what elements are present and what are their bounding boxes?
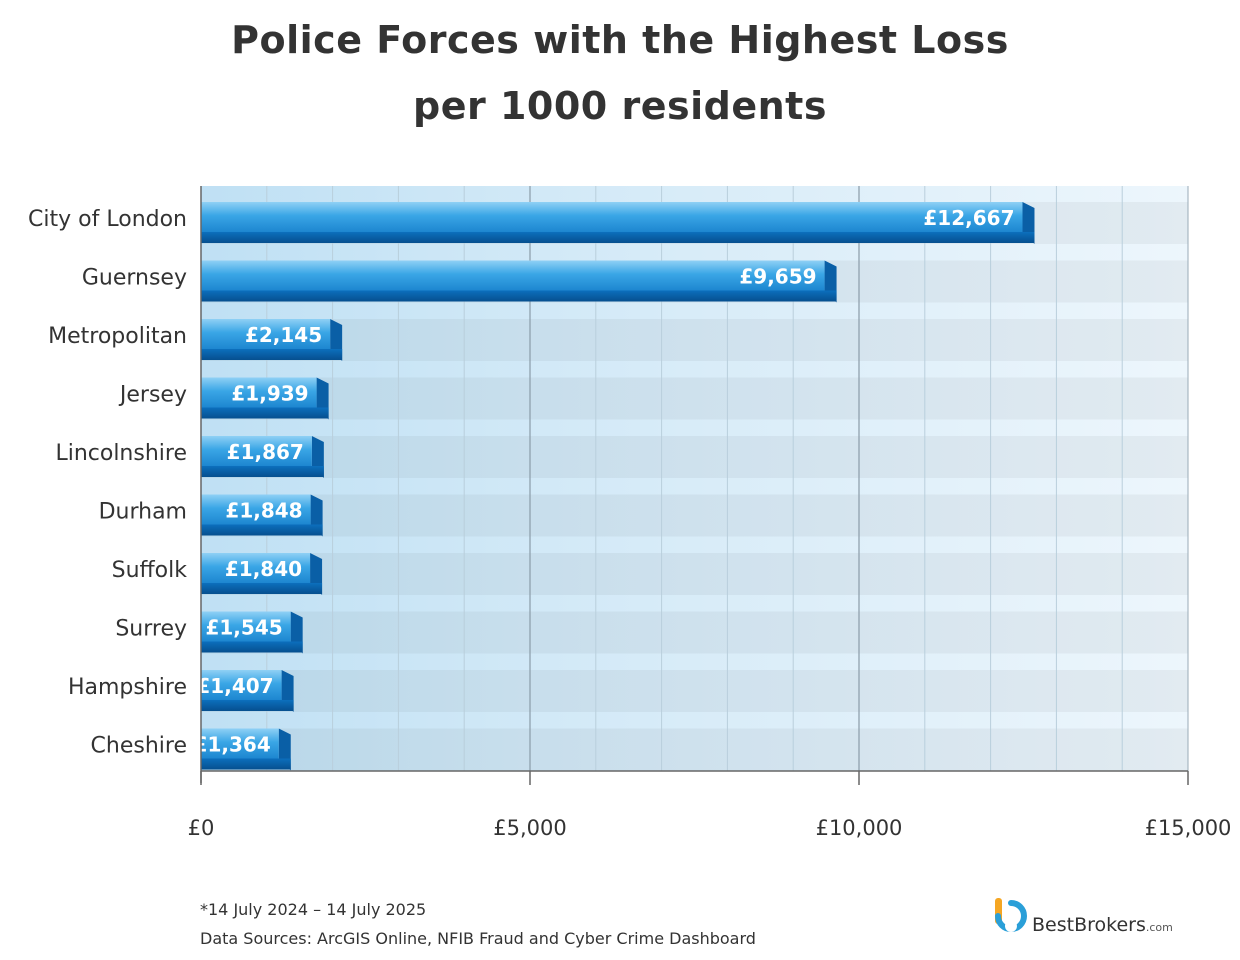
chart-title: Police Forces with the Highest Loss: [231, 18, 1009, 62]
bar-base: [201, 641, 303, 653]
data-label: £12,667: [923, 206, 1014, 230]
category-label: Lincolnshire: [55, 441, 187, 466]
bar: £1,545: [201, 611, 303, 654]
category-label: Suffolk: [112, 558, 188, 583]
bar-face: [201, 728, 279, 759]
data-label: £1,545: [205, 616, 282, 640]
bar: £1,840: [201, 553, 323, 595]
row-band: [201, 494, 1188, 537]
footnote-date-range: *14 July 2024 – 14 July 2025: [200, 900, 427, 919]
row-band: [201, 319, 1188, 361]
bar-face: [201, 319, 331, 349]
bar: £1,939: [201, 377, 329, 420]
category-label: Guernsey: [82, 266, 187, 291]
bar-face: [201, 494, 311, 525]
bar: £2,145: [201, 319, 343, 361]
x-tick-label: £0: [188, 816, 215, 840]
x-tick-label: £15,000: [1145, 816, 1232, 840]
x-tick-label: £5,000: [493, 816, 566, 840]
data-label: £2,145: [245, 323, 322, 347]
bar-base: [201, 290, 837, 302]
row-band: [201, 436, 1188, 478]
bar-face: [201, 377, 317, 408]
x-tick-label: £10,000: [816, 816, 903, 840]
bar-base: [201, 700, 294, 711]
bar-base: [201, 407, 329, 419]
bar-face: [201, 202, 1023, 232]
bar: £1,364: [194, 728, 291, 771]
bar-face: [201, 436, 312, 466]
bar: £9,659: [201, 260, 837, 303]
row-band: [201, 611, 1188, 654]
bar: £1,407: [196, 670, 294, 712]
data-label: £9,659: [739, 265, 816, 289]
logo-suffix: .com: [1145, 921, 1173, 934]
category-label: Hampshire: [68, 675, 187, 700]
bar-face: [201, 670, 282, 700]
bar-base: [201, 232, 1035, 243]
data-label: £1,939: [231, 382, 308, 406]
row-band: [201, 377, 1188, 420]
bar: £12,667: [201, 202, 1035, 244]
category-label: Jersey: [118, 383, 187, 408]
category-label: Cheshire: [91, 734, 187, 759]
bar-face: [201, 611, 291, 642]
row-band: [201, 553, 1188, 595]
row-band: [201, 670, 1188, 712]
data-label: £1,867: [227, 440, 304, 464]
category-label: Durham: [99, 500, 187, 525]
bar-base: [201, 466, 324, 477]
bar: £1,848: [201, 494, 323, 537]
bar-base: [201, 758, 291, 770]
data-label: £1,840: [225, 557, 302, 581]
category-label: City of London: [28, 207, 187, 232]
bar-base: [201, 524, 323, 536]
category-label: Surrey: [115, 617, 187, 642]
row-band: [201, 728, 1188, 771]
bar: £1,867: [201, 436, 324, 478]
logo-name: BestBrokers: [1032, 914, 1146, 936]
data-label: £1,364: [194, 733, 271, 757]
bestbrokers-logo[interactable]: BestBrokers.com: [992, 896, 1202, 944]
footnote-sources: Data Sources: ArcGIS Online, NFIB Fraud …: [200, 929, 756, 948]
data-label: £1,848: [225, 499, 302, 523]
logo-wordmark: BestBrokers.com: [1032, 914, 1173, 936]
bar-base: [201, 583, 323, 594]
data-label: £1,407: [196, 674, 273, 698]
bestbrokers-logo-icon: [995, 898, 1027, 932]
bar-face: [201, 260, 825, 291]
chart-subtitle: per 1000 residents: [413, 84, 827, 128]
bar-base: [201, 349, 343, 360]
category-label: Metropolitan: [48, 324, 187, 349]
bar-face: [201, 553, 311, 583]
